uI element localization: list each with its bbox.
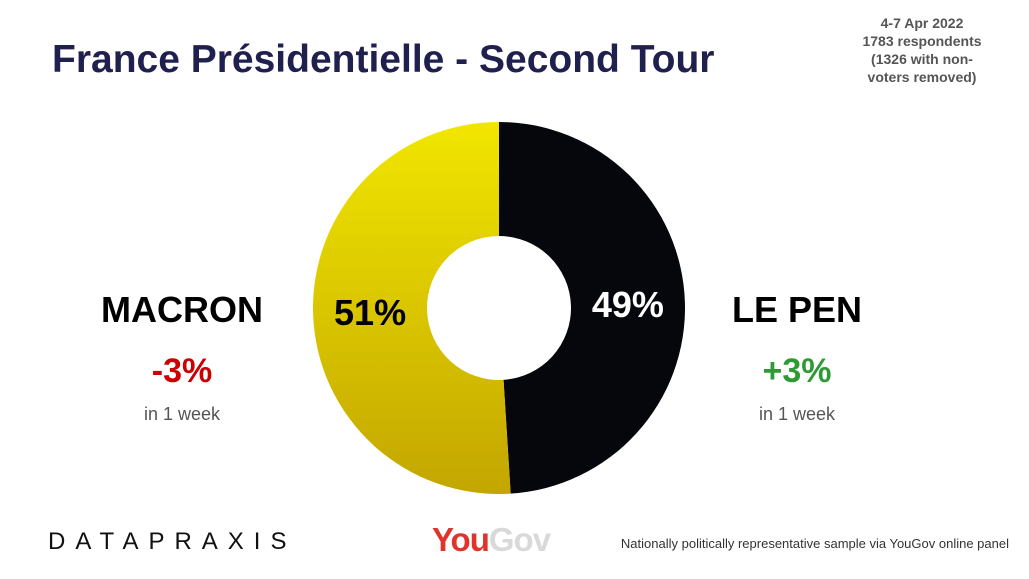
poll-note-line-2: voters removed) xyxy=(867,69,977,85)
poll-note-line-1: (1326 with non- xyxy=(871,51,973,67)
slice-lepen xyxy=(499,122,685,494)
change-macron: -3% xyxy=(151,352,213,390)
page-title: France Présidentielle - Second Tour xyxy=(52,38,715,81)
change-lepen: +3% xyxy=(762,352,832,390)
methodology-note: Nationally politically representative sa… xyxy=(620,536,1009,551)
change-note-macron: in 1 week xyxy=(143,404,221,424)
poll-details: 4-7 Apr 2022 1783 respondents (1326 with… xyxy=(837,14,1007,86)
poll-dates: 4-7 Apr 2022 xyxy=(880,15,964,31)
yougov-logo: YouGov xyxy=(432,521,551,559)
candidate-name-macron: MACRON xyxy=(101,289,263,330)
donut-slices xyxy=(312,122,685,494)
yougov-logo-you: You xyxy=(432,521,490,558)
candidate-name-lepen: LE PEN xyxy=(731,289,863,330)
datapraxis-logo: DATAPRAXIS xyxy=(48,528,297,555)
poll-respondents: 1783 respondents xyxy=(862,33,982,49)
change-note-lepen: in 1 week xyxy=(758,404,836,424)
slice-label-macron: 51% xyxy=(334,292,406,333)
slice-label-lepen: 49% xyxy=(592,284,664,325)
slice-macron xyxy=(312,122,511,494)
yougov-logo-gov: Gov xyxy=(488,521,551,558)
